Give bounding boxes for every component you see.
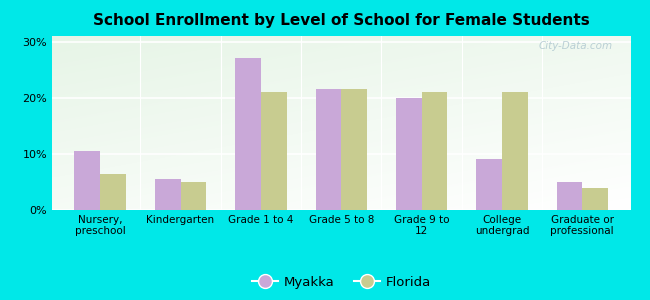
Bar	[582, 188, 608, 210]
Bar	[502, 92, 528, 210]
Bar	[556, 182, 582, 210]
Bar	[100, 173, 126, 210]
Legend: Myakka, Florida: Myakka, Florida	[246, 270, 436, 294]
Bar	[422, 92, 447, 210]
Title: School Enrollment by Level of School for Female Students: School Enrollment by Level of School for…	[93, 13, 590, 28]
Bar	[235, 58, 261, 210]
Bar	[396, 98, 422, 210]
Bar	[75, 151, 100, 210]
Text: City-Data.com: City-Data.com	[539, 41, 613, 51]
Bar	[261, 92, 287, 210]
Bar	[181, 182, 206, 210]
Bar	[155, 179, 181, 210]
Bar	[341, 89, 367, 210]
Bar	[315, 89, 341, 210]
Bar	[476, 160, 502, 210]
